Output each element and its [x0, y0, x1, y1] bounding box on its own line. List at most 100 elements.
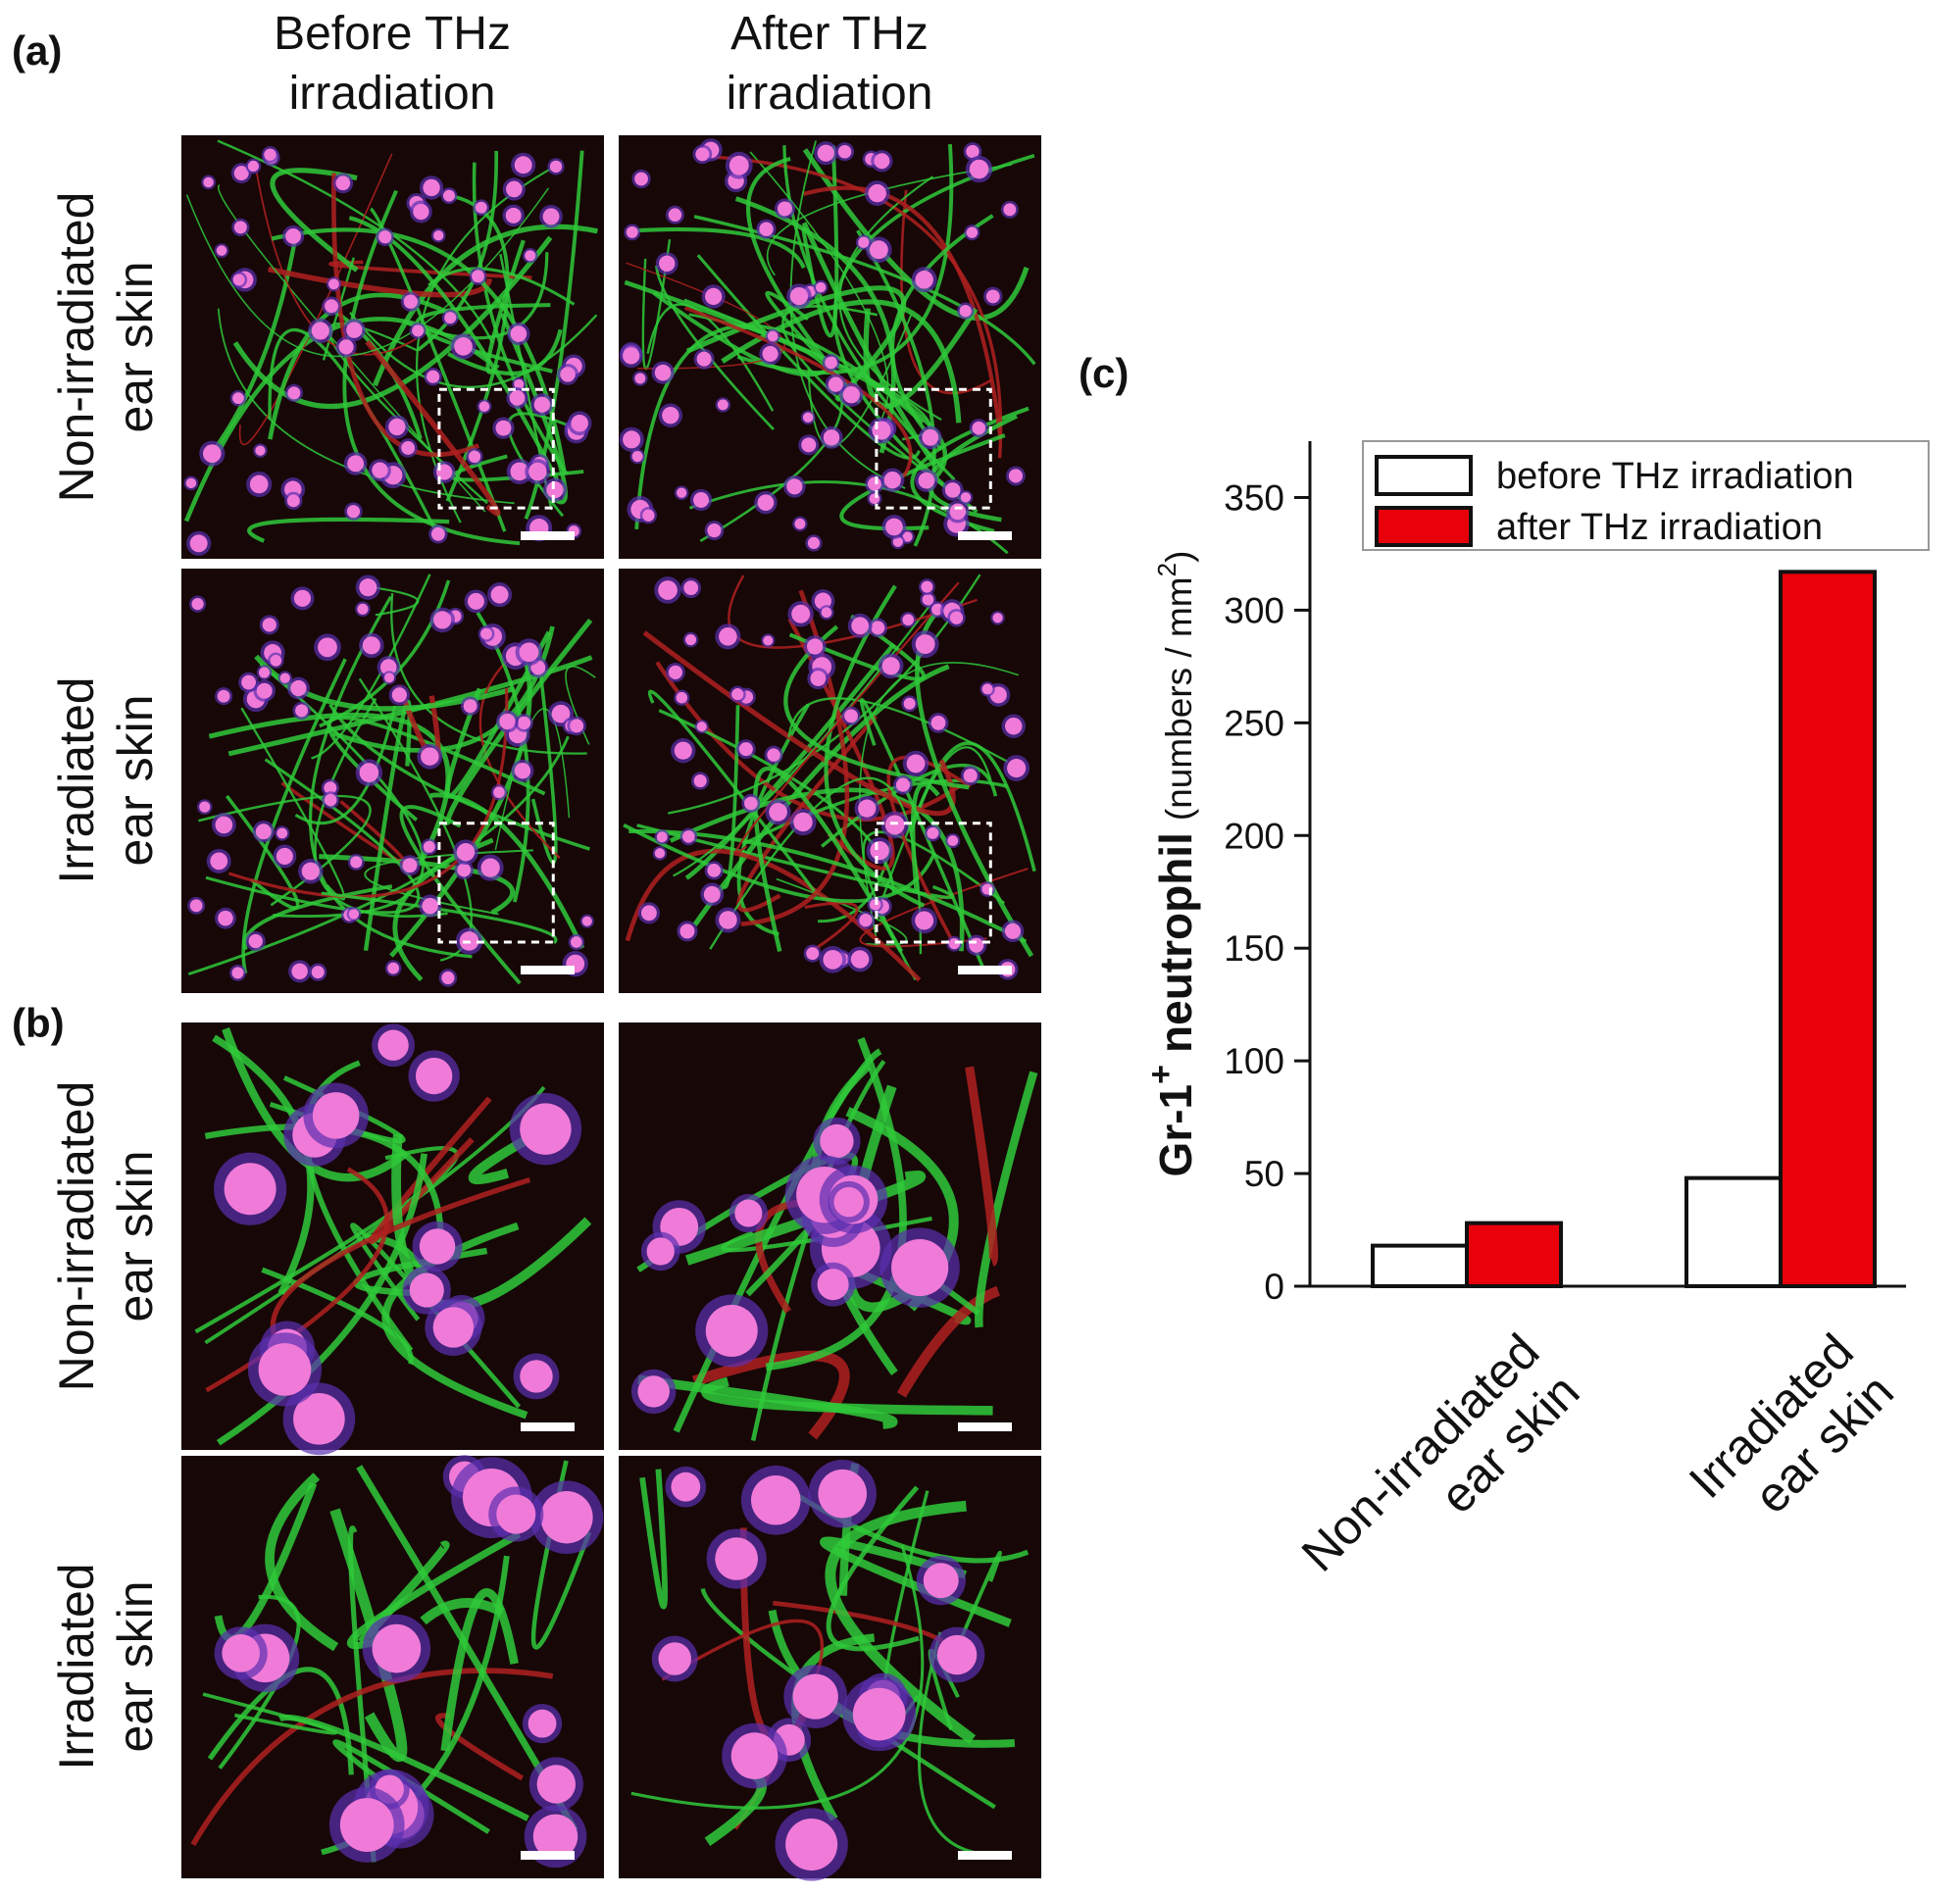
cell	[868, 183, 886, 203]
bar	[1371, 1243, 1469, 1289]
cell	[312, 1092, 360, 1139]
micrograph	[619, 569, 1041, 993]
cell	[1004, 923, 1022, 939]
cell	[858, 236, 870, 248]
cell	[546, 481, 564, 499]
cell	[820, 1123, 854, 1159]
cell	[903, 697, 916, 710]
cell	[833, 1186, 864, 1218]
vessel	[630, 1545, 925, 1810]
cell	[948, 938, 960, 950]
cell	[794, 518, 806, 529]
vessel	[319, 579, 451, 728]
cell	[870, 840, 889, 861]
cell	[241, 674, 256, 690]
cell	[891, 1238, 949, 1297]
vessel	[232, 235, 553, 409]
vessel	[668, 573, 981, 815]
cell	[218, 910, 233, 926]
micrograph	[619, 135, 1041, 559]
cell	[858, 799, 877, 818]
cell	[646, 1237, 675, 1266]
cell	[189, 534, 208, 553]
cell	[262, 618, 276, 632]
cell	[324, 781, 337, 795]
cell	[719, 911, 737, 929]
cell	[969, 159, 989, 179]
vessel	[365, 339, 501, 517]
legend-label: before THz irradiation	[1496, 456, 1854, 497]
cell	[817, 144, 834, 162]
vessel	[241, 658, 347, 974]
y-tick-label: 0	[1264, 1267, 1284, 1307]
cell	[525, 250, 536, 262]
cell	[338, 339, 354, 355]
cell	[549, 160, 563, 174]
cell	[981, 683, 993, 695]
vessel	[363, 699, 412, 951]
cell	[427, 370, 440, 383]
scale-bar	[958, 531, 1012, 540]
cell	[348, 909, 360, 920]
cell	[992, 613, 1003, 623]
cell	[844, 709, 858, 723]
vessel	[859, 868, 1029, 948]
cell	[806, 947, 820, 961]
cell	[1007, 758, 1027, 778]
cell	[705, 287, 723, 306]
cell	[738, 742, 753, 757]
cell	[918, 472, 935, 489]
cell	[769, 803, 787, 822]
cell	[695, 147, 710, 162]
cell	[828, 376, 843, 392]
vessel	[217, 139, 494, 344]
cell	[517, 716, 531, 730]
cell	[642, 509, 655, 522]
panel-label: (c)	[1079, 350, 1129, 396]
vessel	[494, 708, 571, 851]
vessel	[205, 758, 421, 915]
panel-label: (b)	[12, 1000, 65, 1046]
cell	[232, 274, 245, 286]
cell	[457, 863, 472, 877]
vessel	[216, 1153, 427, 1446]
cell	[683, 580, 699, 596]
vessel	[227, 688, 509, 899]
cell	[409, 1272, 444, 1308]
cell	[640, 905, 657, 922]
vessel	[270, 168, 359, 273]
y-tick-label: 50	[1244, 1154, 1284, 1194]
cell	[823, 949, 843, 970]
cell	[276, 827, 288, 839]
vessel	[685, 1171, 927, 1266]
cell	[801, 437, 817, 453]
vessel	[965, 1066, 998, 1268]
vessel	[701, 1376, 993, 1416]
vessel	[348, 216, 560, 481]
cell	[224, 1163, 276, 1216]
cell	[528, 462, 547, 481]
cell	[960, 492, 972, 503]
vessel	[478, 653, 561, 860]
cell	[881, 657, 900, 675]
cell	[419, 1228, 456, 1265]
cell	[347, 455, 365, 473]
cell	[707, 864, 722, 877]
cell	[388, 418, 406, 436]
cell	[966, 226, 979, 238]
cell	[792, 1673, 838, 1720]
cell	[668, 208, 682, 222]
vessel	[227, 655, 593, 757]
row-label: Irradiated ear skin	[49, 676, 163, 884]
vessel	[530, 652, 558, 865]
cell	[514, 156, 532, 175]
cell	[189, 899, 203, 913]
cell	[423, 178, 440, 197]
cell	[895, 777, 911, 792]
cell	[514, 378, 525, 389]
vessel	[684, 306, 913, 478]
cell	[759, 222, 774, 236]
row-label: Non-irradiated ear skin	[49, 191, 163, 503]
cell	[258, 1343, 312, 1396]
